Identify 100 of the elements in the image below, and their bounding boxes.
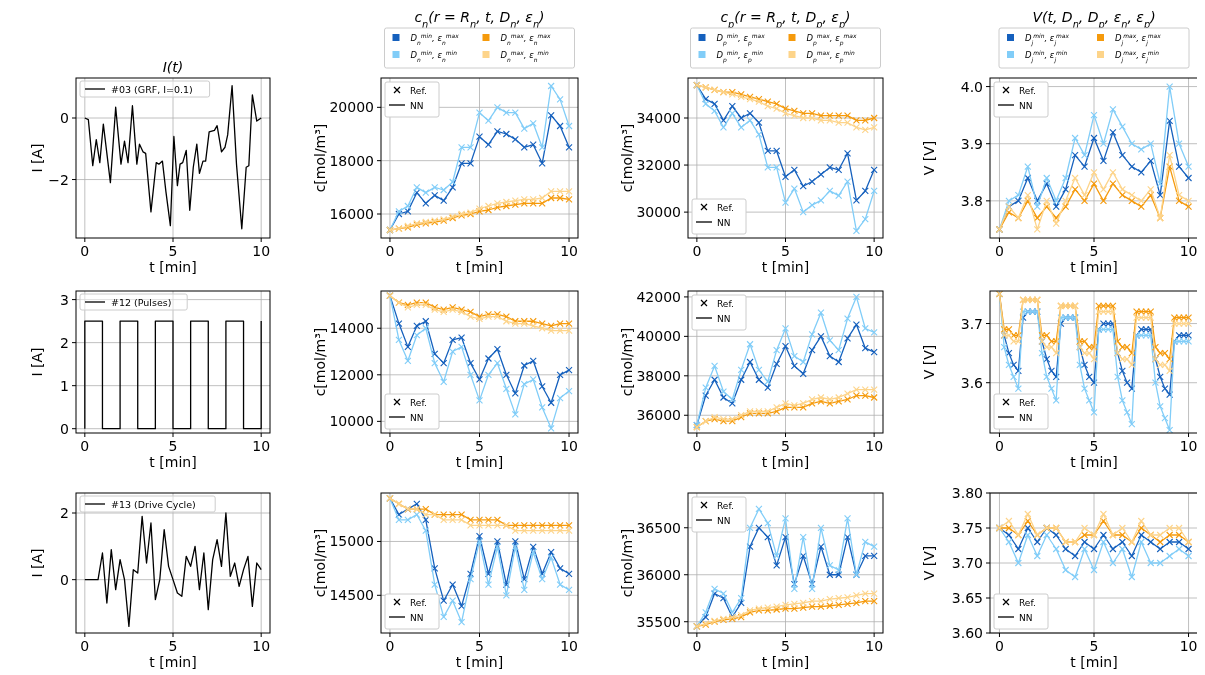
annotation: Ref. [1019, 398, 1036, 408]
y-tick-label: 36500 [636, 519, 681, 536]
y-tick-label: 12000 [329, 366, 374, 383]
y-tick-label: 0 [60, 571, 69, 588]
y-axis-title: c[mol/m³] [619, 327, 635, 397]
y-axis-title: I [A] [29, 143, 45, 173]
x-tick-label: 5 [475, 243, 484, 259]
y-tick-label: 10000 [329, 413, 374, 430]
y-axis-title: V [V] [921, 344, 937, 380]
y-axis-title: V [V] [921, 140, 937, 176]
y-axis-title: c[mol/m³] [312, 123, 328, 193]
x-tick-label: 5 [1089, 638, 1099, 654]
y-tick-label: 42000 [636, 288, 681, 305]
annotation: NN [1019, 413, 1033, 423]
y-axis-title: c[mol/m³] [619, 528, 635, 598]
x-tick-label: 5 [168, 638, 178, 654]
y-tick-label: 3.8 [960, 192, 983, 209]
annotation: NN [410, 101, 424, 111]
x-tick-label: 5 [475, 638, 484, 654]
chart-title: I(t) [162, 59, 184, 75]
annotation: Ref. [410, 86, 427, 96]
x-axis-title: t [min] [149, 654, 197, 670]
y-tick-label: 14500 [329, 587, 374, 604]
x-tick-label: 10 [560, 638, 578, 654]
x-axis-title: t [min] [761, 454, 810, 470]
x-axis-title: t [min] [761, 259, 810, 275]
y-axis-title: V [V] [921, 545, 937, 581]
y-tick-label: 35500 [636, 613, 681, 630]
x-tick-label: 0 [994, 638, 1004, 654]
x-tick-label: 10 [1179, 438, 1198, 454]
x-axis-title: t [min] [149, 259, 197, 275]
annotation: NN [410, 613, 424, 623]
y-tick-label: 3 [60, 291, 69, 308]
x-tick-label: 10 [1179, 638, 1198, 654]
x-tick-label: 0 [80, 638, 90, 654]
x-axis-title: t [min] [1070, 654, 1118, 670]
x-tick-label: 5 [1089, 438, 1099, 454]
y-axis-title: c[mol/m³] [619, 123, 635, 193]
y-tick-label: 3.70 [951, 555, 983, 571]
x-tick-label: 0 [692, 638, 702, 654]
x-tick-label: 10 [560, 243, 578, 259]
x-tick-label: 0 [80, 243, 90, 259]
legend-label: #03 (GRF, I=0.1) [111, 83, 193, 95]
x-tick-label: 0 [385, 438, 395, 454]
x-tick-label: 5 [781, 243, 790, 259]
y-tick-label: 3.7 [960, 315, 983, 332]
legend-label: #13 (Drive Cycle) [111, 498, 196, 510]
x-axis-title: t [min] [1070, 259, 1118, 275]
y-tick-label: 16000 [329, 206, 374, 222]
y-tick-label: 3.6 [960, 374, 984, 391]
y-tick-label: 3.60 [951, 625, 983, 641]
x-tick-label: 10 [252, 243, 271, 259]
annotation: NN [1019, 101, 1033, 111]
annotation: NN [717, 516, 731, 526]
legend-box: Ref. NN [691, 198, 747, 235]
y-tick-label: 3.80 [951, 485, 983, 501]
x-tick-label: 10 [560, 438, 578, 454]
x-tick-label: 10 [252, 638, 271, 654]
x-tick-label: 0 [994, 243, 1004, 259]
x-tick-label: 0 [692, 243, 702, 259]
y-tick-label: 30000 [636, 204, 681, 221]
x-tick-label: 10 [865, 438, 884, 454]
legend-box: Ref. NN [993, 593, 1049, 630]
y-axis-title: c[mol/m³] [312, 327, 328, 397]
y-tick-label: 1 [60, 377, 69, 394]
x-axis-title: t [min] [455, 654, 504, 670]
x-axis-title: t [min] [455, 259, 504, 275]
y-tick-label: 14000 [329, 320, 374, 337]
annotation: Ref. [1019, 598, 1036, 608]
y-tick-label: 2 [60, 505, 69, 521]
x-tick-label: 5 [475, 438, 484, 454]
x-tick-label: 5 [1089, 243, 1099, 259]
legend-box: Ref. NN [384, 81, 440, 118]
annotation: NN [410, 413, 424, 423]
y-tick-label: 20000 [329, 99, 374, 116]
y-axis-title: c[mol/m³] [312, 528, 328, 598]
y-tick-label: 2 [60, 334, 69, 351]
x-tick-label: 0 [692, 438, 702, 454]
y-tick-label: 36000 [636, 566, 681, 583]
y-tick-label: 4.0 [960, 78, 983, 95]
x-tick-label: 10 [252, 438, 271, 454]
x-tick-label: 5 [168, 243, 178, 259]
y-tick-label: 3.75 [951, 520, 983, 536]
y-axis-title: I [A] [29, 347, 45, 377]
legend-box: Ref. NN [691, 496, 747, 533]
x-tick-label: 10 [1179, 243, 1198, 259]
legend-box: Ref. NN [384, 593, 440, 630]
x-axis-title: t [min] [149, 454, 197, 470]
annotation: Ref. [1019, 86, 1036, 96]
y-tick-label: −2 [48, 171, 69, 188]
annotation: Ref. [410, 598, 427, 608]
y-tick-label: 36000 [636, 407, 681, 424]
x-tick-label: 5 [781, 638, 790, 654]
x-axis-title: t [min] [455, 454, 504, 470]
legend-label: #12 (Pulses) [111, 296, 172, 308]
x-tick-label: 10 [865, 243, 884, 259]
annotation: Ref. [717, 501, 734, 511]
y-tick-label: 15000 [329, 533, 374, 550]
annotation: Ref. [410, 398, 427, 408]
x-axis-title: t [min] [1070, 454, 1118, 470]
